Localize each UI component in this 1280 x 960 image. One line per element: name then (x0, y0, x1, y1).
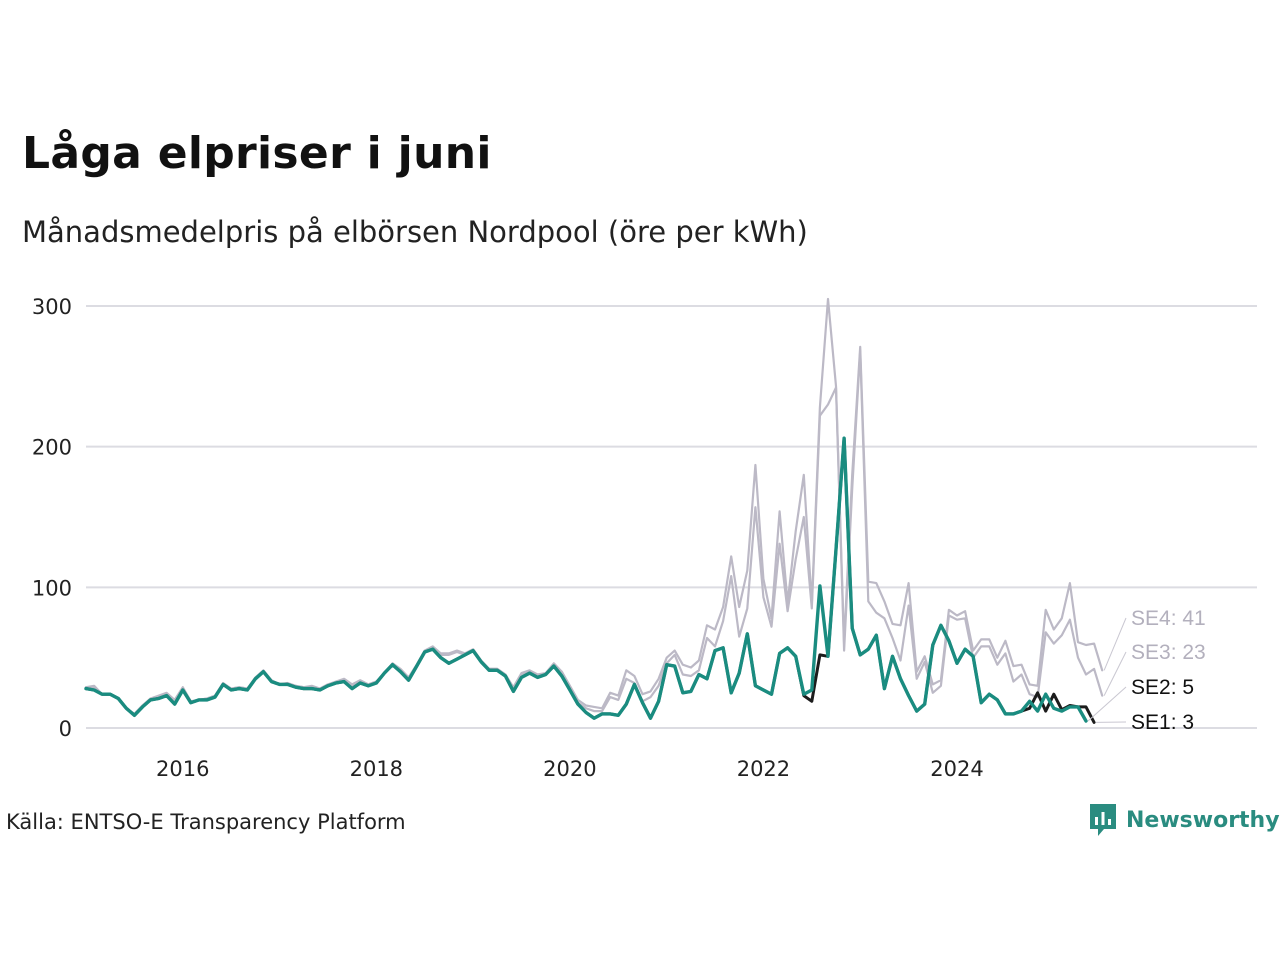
end-label-leaders (1087, 617, 1127, 723)
newsworthy-logo-text: Newsworthy (1126, 807, 1280, 833)
end-label-se1: SE1: 3 (1131, 711, 1194, 734)
x-tick-label: 2018 (350, 757, 403, 781)
series-line-se4 (84, 297, 1104, 716)
end-label-se2: SE2: 5 (1131, 676, 1194, 699)
series-line-se1 (84, 436, 1096, 724)
x-tick-label: 2022 (737, 757, 790, 781)
end-labels: SE4: 41 SE3: 23 SE1: 3 SE2: 5 (1131, 607, 1206, 734)
leader-line-se2 (1087, 686, 1127, 722)
gridlines (86, 305, 1257, 729)
chart-title: Låga elpriser i juni (22, 128, 492, 179)
series-line-se3 (84, 349, 1104, 716)
y-tick-label: 0 (59, 717, 72, 741)
x-tick-label: 2020 (543, 757, 596, 781)
newsworthy-logo: Newsworthy (1088, 802, 1280, 838)
y-tick-label: 200 (32, 436, 72, 460)
source-note: Källa: ENTSO-E Transparency Platform (6, 810, 406, 834)
x-tick-label: 2024 (930, 757, 983, 781)
chart-subtitle: Månadsmedelpris på elbörsen Nordpool (ör… (22, 215, 808, 249)
end-label-se4: SE4: 41 (1131, 607, 1206, 630)
series-lines (84, 297, 1104, 724)
y-tick-label: 100 (32, 576, 72, 600)
series-line-se2 (84, 436, 1088, 723)
leader-line-se4 (1103, 617, 1127, 671)
leader-line-se3 (1103, 651, 1127, 696)
newsworthy-logo-icon (1090, 804, 1116, 836)
y-axis-ticks: 0 100 200 300 (32, 295, 72, 741)
x-axis-ticks: 2016 2018 2020 2022 2024 (156, 757, 984, 781)
x-tick-label: 2016 (156, 757, 209, 781)
end-label-se3: SE3: 23 (1131, 641, 1206, 664)
y-tick-label: 300 (32, 295, 72, 319)
